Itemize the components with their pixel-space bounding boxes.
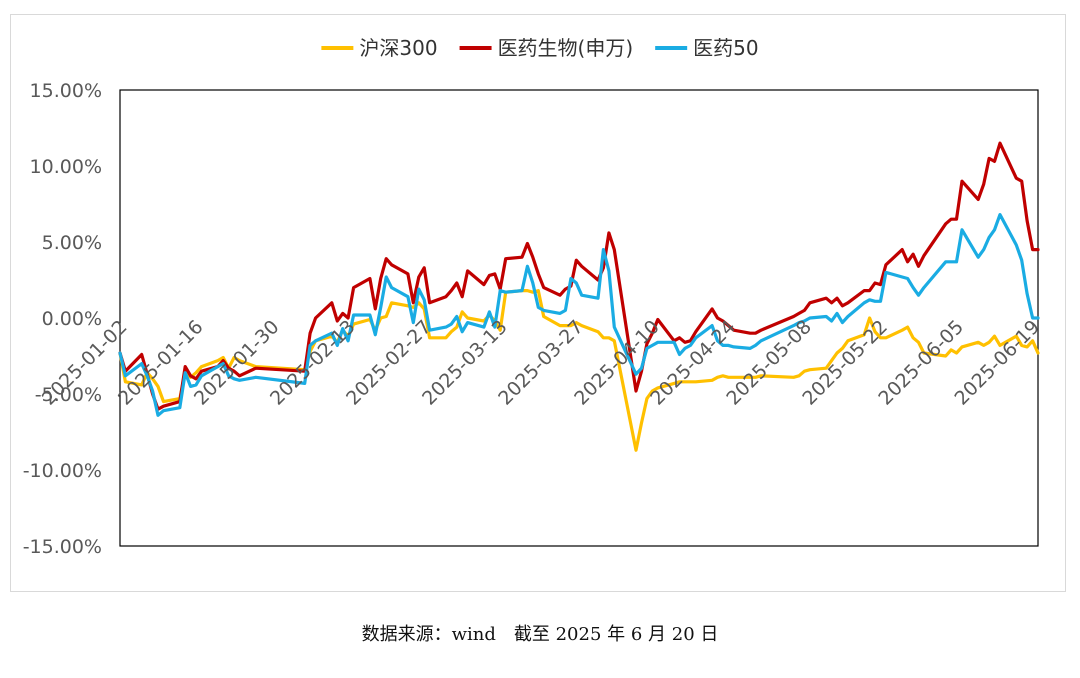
- legend-label: 医药生物(申万): [498, 36, 634, 60]
- y-tick-label: 5.00%: [42, 232, 102, 254]
- legend-item: 医药50: [655, 36, 759, 60]
- legend-item: 医药生物(申万): [459, 36, 634, 60]
- legend-label: 医药50: [693, 36, 758, 60]
- plot-area-border: [119, 89, 1039, 547]
- legend-label: 沪深300: [359, 36, 437, 60]
- y-tick-label: -15.00%: [23, 536, 102, 558]
- y-tick-label: -5.00%: [35, 384, 102, 406]
- series-line-1: [118, 141, 1040, 411]
- x-axis-tick-labels: 2025-01-022025-01-162025-01-302025-02-13…: [38, 316, 1044, 410]
- y-tick-label: 10.00%: [30, 156, 102, 178]
- y-tick-label: -10.00%: [23, 460, 102, 482]
- y-tick-label: 0.00%: [42, 308, 102, 330]
- legend: 沪深300 医药生物(申万) 医药50: [321, 36, 759, 60]
- legend-item: 沪深300: [321, 36, 438, 60]
- axes: 15.00% 10.00% 5.00% 0.00% -5.00% -10.00% -15.0…: [23, 80, 1039, 558]
- series-line-2: [118, 213, 1040, 417]
- series-lines: [118, 141, 1040, 452]
- source-note: 数据来源：wind 截至 2025 年 6 月 20 日: [361, 624, 719, 645]
- line-chart: 沪深300 医药生物(申万) 医药50 15.00% 10.00% 5.00% 0.00%…: [23, 36, 1044, 558]
- y-tick-label: 15.00%: [30, 80, 102, 102]
